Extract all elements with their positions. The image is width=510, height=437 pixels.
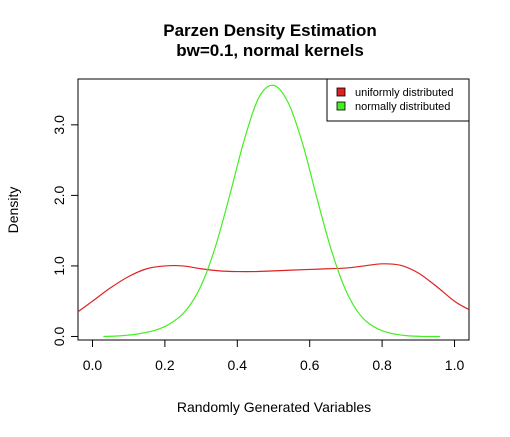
y-tick-label: 2.0 bbox=[51, 185, 67, 205]
x-tick-label: 0.2 bbox=[155, 357, 175, 373]
legend-box bbox=[326, 78, 470, 122]
legend-swatch bbox=[336, 87, 346, 97]
legend-label: normally distributed bbox=[355, 101, 450, 113]
y-axis: 0.0 1.0 2.0 3.0 bbox=[51, 115, 78, 346]
chart-title: Parzen Density Estimation bbox=[163, 21, 377, 40]
chart-subtitle: bw=0.1, normal kernels bbox=[176, 41, 364, 60]
legend-label: uniformly distributed bbox=[355, 87, 453, 99]
x-tick-label: 0.4 bbox=[228, 357, 248, 373]
series-lines bbox=[77, 84, 470, 338]
y-tick-label: 3.0 bbox=[51, 115, 67, 135]
legend-swatch bbox=[336, 101, 346, 111]
y-axis-label: Density bbox=[5, 187, 21, 234]
x-tick-label: 1.0 bbox=[445, 357, 465, 373]
x-tick-label: 0.8 bbox=[372, 357, 392, 373]
series-line-1 bbox=[103, 84, 441, 338]
y-tick-label: 1.0 bbox=[51, 256, 67, 276]
x-axis-label: Randomly Generated Variables bbox=[177, 399, 371, 415]
x-tick-label: 0.0 bbox=[83, 357, 103, 373]
x-axis: 0.0 0.2 0.4 0.6 0.8 1.0 bbox=[83, 340, 465, 373]
series-line-0 bbox=[77, 263, 470, 313]
plot-frame bbox=[77, 78, 470, 341]
x-tick-label: 0.6 bbox=[300, 357, 320, 373]
legend: uniformly distributed normally distribute… bbox=[326, 78, 470, 122]
y-tick-label: 0.0 bbox=[51, 327, 67, 347]
